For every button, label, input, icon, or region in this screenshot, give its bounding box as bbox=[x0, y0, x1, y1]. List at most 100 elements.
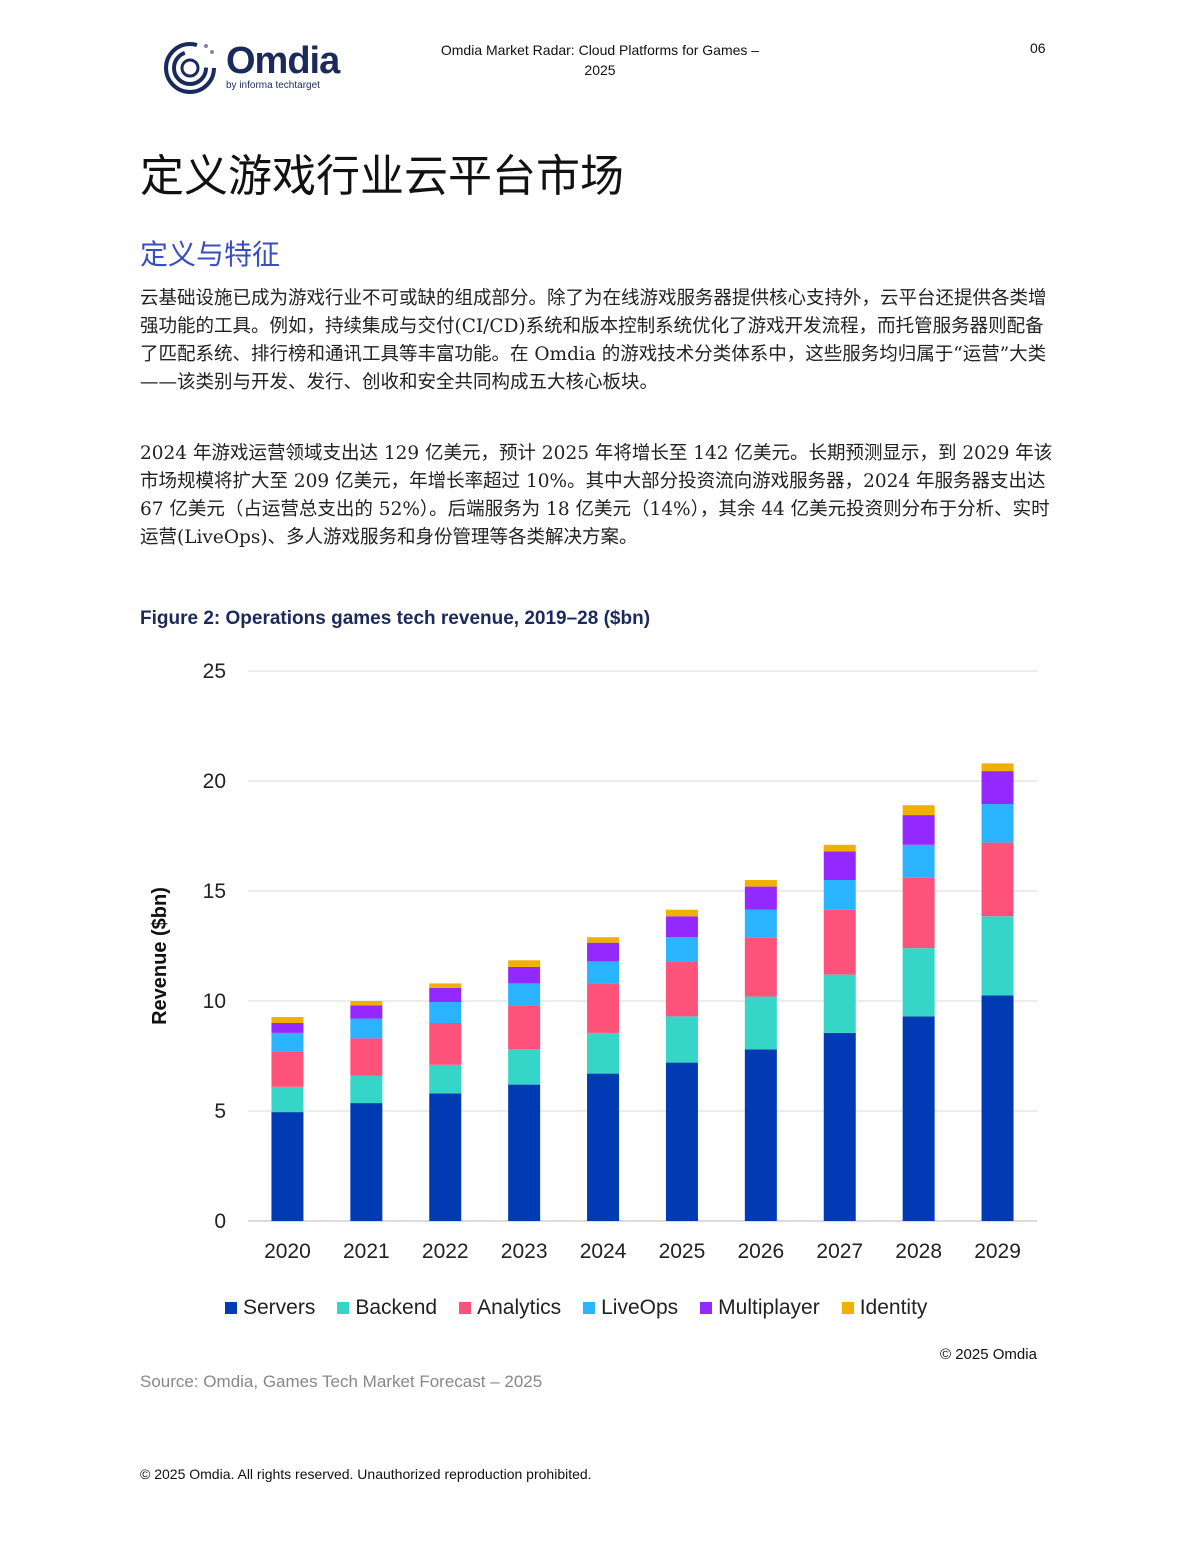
bar-segment-liveops bbox=[744, 909, 777, 938]
legend-swatch bbox=[225, 1302, 237, 1314]
bar-segment-identity bbox=[823, 844, 856, 852]
legend-item: Identity bbox=[841, 1296, 928, 1320]
legend-swatch bbox=[841, 1302, 854, 1314]
legend-item: Backend bbox=[337, 1296, 437, 1320]
bar-segment-liveops bbox=[902, 844, 935, 878]
x-tick-label: 2028 bbox=[895, 1240, 942, 1263]
x-tick-label: 2021 bbox=[343, 1240, 390, 1263]
bar-segment-servers bbox=[271, 1112, 304, 1221]
bar-segment-liveops bbox=[981, 804, 1014, 843]
y-tick-label: 20 bbox=[203, 770, 226, 793]
bar-segment-backend bbox=[981, 916, 1014, 996]
legend-swatch bbox=[700, 1302, 713, 1314]
bar-segment-analytics bbox=[271, 1051, 304, 1087]
bar-segment-analytics bbox=[744, 937, 777, 997]
x-tick-label: 2024 bbox=[580, 1240, 627, 1263]
y-tick-label: 25 bbox=[203, 660, 226, 683]
bar-segment-identity bbox=[587, 937, 620, 943]
bar-segment-backend bbox=[429, 1064, 462, 1094]
document-title: Omdia Market Radar: Cloud Platforms for … bbox=[440, 42, 760, 78]
x-tick-label: 2022 bbox=[422, 1240, 469, 1263]
bar-segment-identity bbox=[429, 983, 462, 988]
bar-segment-identity bbox=[350, 1001, 383, 1006]
bar-segment-multiplayer bbox=[744, 886, 777, 910]
bar-segment-multiplayer bbox=[587, 942, 620, 962]
bar-segment-multiplayer bbox=[823, 851, 856, 880]
bar-segment-multiplayer bbox=[665, 916, 698, 938]
bar-segment-multiplayer bbox=[271, 1023, 304, 1033]
legend-swatch bbox=[459, 1302, 472, 1314]
bar-segment-analytics bbox=[823, 909, 856, 975]
bar-segment-liveops bbox=[508, 983, 541, 1006]
bar-segment-liveops bbox=[271, 1032, 304, 1052]
bar-segment-servers bbox=[429, 1093, 462, 1221]
bar-segment-liveops bbox=[587, 961, 620, 984]
bar-segment-multiplayer bbox=[508, 966, 541, 984]
bar-segment-analytics bbox=[587, 983, 620, 1033]
bar-segment-identity bbox=[665, 909, 698, 917]
bar-segment-identity bbox=[508, 960, 541, 967]
bar-segment-analytics bbox=[981, 842, 1014, 917]
bar-segment-backend bbox=[823, 974, 856, 1033]
bar-segment-servers bbox=[902, 1016, 935, 1221]
x-tick-label: 2023 bbox=[501, 1240, 548, 1263]
logo-wordmark: Omdia bbox=[226, 39, 340, 82]
bar-segment-servers bbox=[508, 1084, 541, 1221]
omdia-logo-icon bbox=[164, 42, 216, 94]
bar-segment-identity bbox=[981, 763, 1014, 772]
bar-segment-backend bbox=[587, 1032, 620, 1074]
bar-segment-servers bbox=[744, 1049, 777, 1221]
omdia-logo: Omdia by informa techtarget bbox=[162, 38, 340, 94]
bar-segment-analytics bbox=[902, 877, 935, 949]
bar-segment-analytics bbox=[350, 1038, 383, 1076]
y-tick-label: 15 bbox=[203, 880, 226, 903]
bar-segment-multiplayer bbox=[902, 815, 935, 845]
x-tick-label: 2025 bbox=[659, 1240, 706, 1263]
bar-segment-identity bbox=[271, 1017, 304, 1023]
x-tick-label: 2029 bbox=[974, 1240, 1021, 1263]
bar-segment-servers bbox=[587, 1073, 620, 1221]
body-paragraph: 云基础设施已成为游戏行业不可或缺的组成部分。除了为在线游戏服务器提供核心支持外，… bbox=[140, 288, 1047, 393]
bar-segment-multiplayer bbox=[429, 987, 462, 1003]
bar-segment-analytics bbox=[665, 961, 698, 1017]
legend-item: Servers bbox=[225, 1296, 315, 1320]
y-tick-label: 5 bbox=[214, 1100, 226, 1123]
legend-item: LiveOps bbox=[583, 1296, 678, 1320]
chart-copyright: © 2025 Omdia bbox=[940, 1346, 1037, 1363]
bar-segment-identity bbox=[744, 880, 777, 887]
bar-segment-servers bbox=[350, 1103, 383, 1221]
bar-segment-multiplayer bbox=[350, 1005, 383, 1019]
bar-segment-backend bbox=[350, 1075, 383, 1104]
x-tick-label: 2027 bbox=[816, 1240, 863, 1263]
legend-label: Backend bbox=[355, 1296, 438, 1319]
x-tick-label: 2020 bbox=[264, 1240, 311, 1263]
bar-segment-backend bbox=[665, 1016, 698, 1063]
legend-label: Multiplayer bbox=[718, 1296, 820, 1319]
x-tick-label: 2026 bbox=[737, 1240, 784, 1263]
bar-segment-backend bbox=[902, 948, 935, 1017]
legend-label: LiveOps bbox=[601, 1296, 679, 1319]
y-tick-label: 0 bbox=[214, 1210, 226, 1233]
y-tick-label: 10 bbox=[203, 990, 226, 1013]
legend-swatch bbox=[583, 1302, 596, 1314]
legend-label: Servers bbox=[243, 1296, 316, 1319]
bar-segment-liveops bbox=[350, 1018, 383, 1039]
bar-segment-analytics bbox=[508, 1005, 541, 1050]
bar-segment-liveops bbox=[823, 880, 856, 910]
bar-segment-backend bbox=[271, 1086, 304, 1113]
page-footer: © 2025 Omdia. All rights reserved. Unaut… bbox=[140, 1466, 592, 1482]
figure-title: Figure 2: Operations games tech revenue,… bbox=[140, 608, 651, 629]
page-heading: 定义游戏行业云平台市场 bbox=[140, 151, 624, 202]
bar-segment-identity bbox=[902, 805, 935, 816]
section-heading: 定义与特征 bbox=[140, 238, 281, 271]
bar-segment-liveops bbox=[429, 1002, 462, 1023]
page-number: 06 bbox=[1030, 40, 1046, 56]
legend-label: Identity bbox=[859, 1296, 928, 1319]
bar-segment-servers bbox=[981, 995, 1014, 1221]
legend-item: Multiplayer bbox=[700, 1296, 820, 1320]
y-axis-label: Revenue ($bn) bbox=[149, 887, 171, 1025]
body-paragraph: 2024 年游戏运营领域支出达 129 亿美元，预计 2025 年将增长至 14… bbox=[140, 443, 1053, 548]
legend-label: Analytics bbox=[477, 1296, 562, 1319]
bar-segment-backend bbox=[744, 996, 777, 1050]
